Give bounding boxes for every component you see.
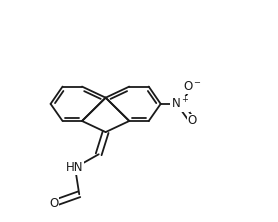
Text: N$^+$: N$^+$ <box>171 96 189 111</box>
Text: O: O <box>49 197 59 210</box>
Text: HN: HN <box>66 161 84 174</box>
Text: O: O <box>188 115 197 127</box>
Text: O$^-$: O$^-$ <box>183 80 202 93</box>
